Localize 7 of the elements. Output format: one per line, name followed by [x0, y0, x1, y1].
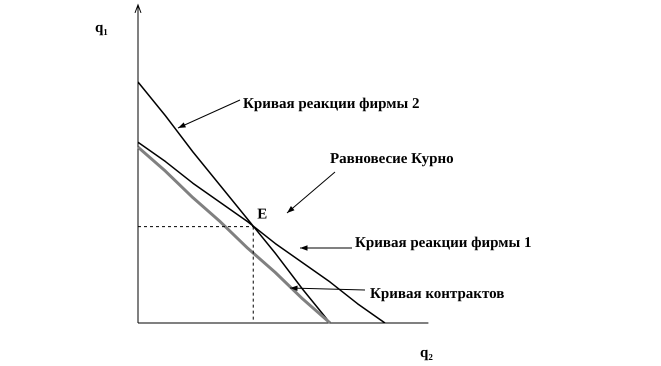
y-axis-title: q₁: [95, 20, 108, 36]
annotation: Кривая реакции фирмы 1: [355, 235, 532, 251]
annotation: Кривая контрактов: [370, 286, 504, 302]
annotation: Равновесие Курно: [330, 151, 454, 167]
annotation: Кривая реакции фирмы 2: [243, 96, 420, 112]
annotation: E: [257, 206, 268, 223]
x-axis-title: q₂: [420, 345, 434, 361]
